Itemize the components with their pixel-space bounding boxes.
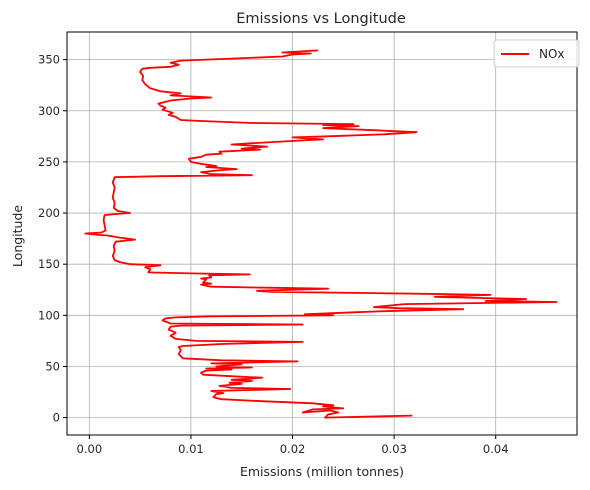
y-tick-label-0: 0 xyxy=(53,411,60,425)
plot-area xyxy=(84,49,558,419)
y-axis-title: Longitude xyxy=(10,205,25,267)
y-tick-label-2: 100 xyxy=(38,308,60,322)
x-tick-label-3: 0.03 xyxy=(381,442,407,456)
y-tick-label-6: 300 xyxy=(38,104,60,118)
x-axis-title: Emissions (million tonnes) xyxy=(240,464,404,479)
chart-title: Emissions vs Longitude xyxy=(236,11,406,27)
y-tick-label-4: 200 xyxy=(38,206,60,220)
y-tick-label-5: 250 xyxy=(38,155,60,169)
y-tick-label-3: 150 xyxy=(38,257,60,271)
series-line-nox xyxy=(84,49,558,419)
legend: NOx xyxy=(493,39,580,68)
axes: 0.00 0.01 0.02 0.03 0.04 0 50 100 150 200 250 300 35… xyxy=(38,31,578,456)
y-tick-label-7: 350 xyxy=(38,53,60,67)
legend-label-nox: NOx xyxy=(539,47,565,61)
x-tick-label-2: 0.02 xyxy=(280,442,306,456)
axes-frame xyxy=(66,31,578,436)
x-tick-label-1: 0.01 xyxy=(178,442,204,456)
legend-box xyxy=(493,39,580,68)
grid-lines xyxy=(67,32,577,435)
x-tick-label-4: 0.04 xyxy=(483,442,509,456)
y-tick-label-1: 50 xyxy=(45,359,60,373)
x-tick-label-0: 0.00 xyxy=(77,442,103,456)
